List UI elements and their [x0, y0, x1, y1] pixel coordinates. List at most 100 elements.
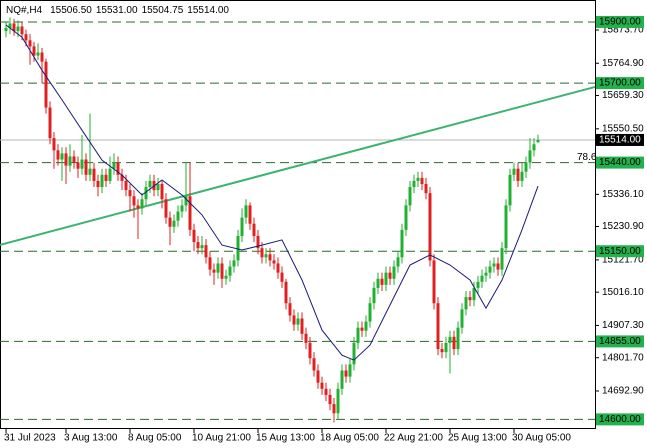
level-box	[596, 245, 644, 258]
candle-body	[212, 269, 216, 273]
candle-body	[68, 156, 72, 166]
candle-body	[20, 26, 24, 35]
candle-body	[8, 23, 12, 29]
candle-body	[280, 272, 284, 282]
y-tick-label: 15873.70	[602, 25, 644, 36]
candle-body	[216, 263, 220, 273]
candle-body	[448, 336, 452, 343]
candle-body	[168, 217, 172, 227]
level-box	[596, 413, 644, 426]
level-box	[596, 15, 644, 28]
candle-body	[164, 199, 168, 218]
candle-body	[408, 187, 412, 206]
candle-body	[132, 196, 136, 206]
candle-body	[344, 370, 348, 377]
candle-body	[140, 199, 144, 209]
candle-body	[28, 40, 32, 47]
candle-body	[224, 275, 228, 279]
candle-body	[48, 107, 52, 139]
candle-body	[268, 254, 272, 261]
level-box	[596, 156, 644, 169]
candle-body	[412, 180, 416, 188]
candle-body	[180, 205, 184, 212]
y-tick-label: 15550.50	[602, 123, 644, 134]
candle-body	[496, 263, 500, 270]
candle-body	[340, 370, 344, 389]
candle-body	[424, 183, 428, 194]
candle-body	[148, 180, 152, 188]
chart-title: NQ#,H4	[6, 5, 43, 16]
candle-body	[264, 254, 268, 258]
candle-body	[200, 245, 204, 249]
candle-body	[220, 263, 224, 279]
candle-body	[276, 263, 280, 273]
candle-body	[44, 61, 48, 108]
candle-body	[184, 196, 188, 206]
candle-body	[36, 52, 40, 56]
candle-body	[476, 281, 480, 288]
candle-body	[188, 196, 192, 230]
candle-body	[516, 168, 520, 181]
candle-body	[316, 370, 320, 383]
candle-body	[244, 205, 248, 218]
level-label: 14855.00	[599, 336, 641, 347]
y-tick-label: 14801.70	[602, 352, 644, 363]
candle-body	[436, 303, 440, 350]
annotation: 78.6	[577, 152, 597, 163]
candle-body	[460, 309, 464, 328]
candle-body	[384, 272, 388, 285]
candle-body	[388, 272, 392, 279]
candle-body	[288, 303, 292, 316]
candle-body	[256, 235, 260, 249]
candle-body	[76, 162, 80, 169]
candle-body	[500, 248, 504, 270]
candle-body	[328, 394, 332, 405]
candle-body	[520, 171, 524, 181]
header-value: 15504.75	[142, 5, 184, 16]
candle-body	[24, 34, 28, 41]
level-box	[596, 335, 644, 348]
level-label: 14600.00	[599, 414, 641, 425]
y-tick-label: 15336.10	[602, 189, 644, 200]
candle-body	[368, 303, 372, 322]
candle-body	[124, 180, 128, 191]
candle-body	[508, 174, 512, 206]
candle-body	[284, 281, 288, 304]
candle-body	[196, 242, 200, 249]
x-tick-label: 25 Aug 13:00	[448, 433, 507, 444]
candle-body	[372, 287, 376, 304]
candle-body	[120, 174, 124, 181]
price-label: 15514.00	[599, 135, 641, 146]
candle-body	[104, 174, 108, 181]
candle-body	[444, 342, 448, 353]
y-tick-label: 15121.70	[602, 255, 644, 266]
header-value: 15506.50	[50, 5, 92, 16]
candle-body	[464, 297, 468, 310]
candle-body	[252, 223, 256, 236]
candle-body	[240, 217, 244, 236]
candle-body	[272, 260, 276, 264]
candle-body	[348, 364, 352, 377]
candle-body	[112, 162, 116, 169]
candle-body	[4, 28, 8, 32]
plot-area: 78.6	[0, 17, 597, 423]
candle-body	[192, 229, 196, 243]
candle-body	[136, 205, 140, 209]
candle-body	[312, 358, 316, 371]
y-tick-label: 14692.90	[602, 386, 644, 397]
candle-body	[96, 180, 100, 188]
candle-body	[300, 318, 304, 334]
candle-body	[176, 211, 180, 221]
candle-body	[128, 190, 132, 197]
candle-body	[324, 388, 328, 395]
candle-body	[32, 46, 36, 56]
candle-body	[472, 287, 476, 301]
candle-body	[236, 235, 240, 261]
header-value: 15514.00	[187, 5, 229, 16]
candle-body	[356, 327, 360, 343]
x-tick-label: 8 Aug 05:00	[128, 433, 182, 444]
candle-body	[64, 153, 68, 166]
candle-body	[364, 321, 368, 331]
